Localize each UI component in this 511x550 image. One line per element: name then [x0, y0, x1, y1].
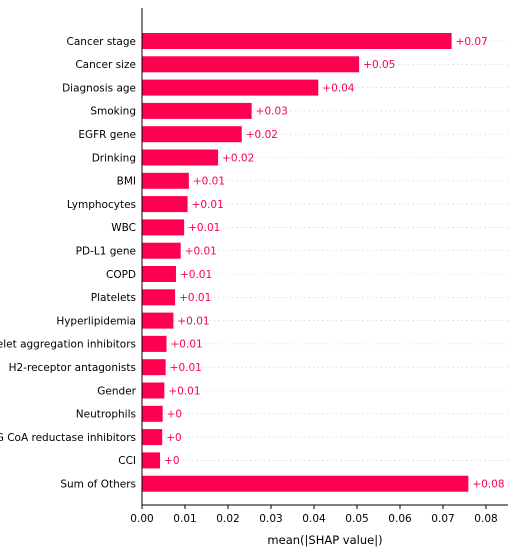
bar-cancer-stage	[142, 33, 452, 49]
y-tick-label: PD-L1 gene	[76, 246, 136, 258]
bar-pd-l1-gene	[142, 242, 181, 259]
y-tick-label: Hyperlipidemia	[56, 315, 136, 327]
x-tick-label: 0.05	[345, 513, 368, 525]
value-label: +0.01	[185, 246, 217, 258]
x-tick-label: 0.03	[259, 513, 282, 525]
bar-bmi	[142, 172, 189, 189]
value-label: +0.03	[256, 106, 288, 118]
axes	[141, 8, 508, 506]
value-label: +0.01	[170, 362, 202, 374]
bar-neutrophils	[142, 405, 163, 422]
y-tick-label: COPD	[106, 269, 136, 281]
x-axis-label: mean(|SHAP value|)	[267, 533, 382, 547]
bar-cancer-size	[142, 56, 360, 73]
x-ticks: 0.00 0.01 0.02 0.03 0.04 0.05 0.06 0.07 0.08	[130, 505, 498, 525]
y-tick-label: Diagnosis age	[62, 82, 136, 94]
value-label: +0	[166, 432, 181, 444]
bar-gender	[142, 382, 165, 399]
bar-h2-receptor-antagonists	[142, 359, 166, 376]
x-tick-label: 0.04	[302, 513, 326, 525]
x-tick-label: 0.06	[388, 513, 412, 525]
y-tick-label: BMI	[117, 176, 136, 188]
bar-diagnosis-age	[142, 79, 319, 96]
x-tick-label: 0.01	[173, 513, 196, 525]
bars	[142, 33, 469, 492]
value-label: +0	[164, 455, 179, 467]
y-tick-label: Platelets	[91, 292, 136, 304]
y-tick-label: Cancer stage	[67, 36, 136, 48]
value-label: +0.05	[363, 59, 395, 71]
value-label: +0.02	[246, 129, 278, 141]
value-label: +0.08	[472, 479, 504, 491]
bar-hyperlipidemia	[142, 312, 174, 329]
value-label: +0.01	[168, 385, 200, 397]
y-tick-label: Gender	[97, 385, 136, 397]
y-tick-label: Drinking	[92, 152, 136, 164]
value-label: +0.02	[222, 152, 254, 164]
y-tick-label: Smoking	[90, 106, 136, 118]
bar-egfr-gene	[142, 126, 242, 143]
y-tick-label: Sum of Others	[60, 479, 136, 491]
y-tick-label: Cancer size	[75, 59, 136, 71]
y-tick-label: HMG CoA reductase inhibitors	[0, 432, 136, 444]
value-label: +0.01	[171, 339, 203, 351]
bar-sum-of-others	[142, 475, 469, 492]
value-label: +0.01	[177, 315, 209, 327]
value-label: +0.01	[179, 292, 211, 304]
y-tick-label: CCI	[118, 455, 136, 467]
y-tick-label: Lymphocytes	[67, 199, 136, 211]
value-label: +0.01	[188, 222, 220, 234]
bar-drinking	[142, 149, 219, 166]
value-label: +0.01	[193, 176, 225, 188]
x-tick-label: 0.02	[216, 513, 239, 525]
x-tick-label: 0.08	[474, 513, 497, 525]
value-label: +0.01	[192, 199, 224, 211]
bar-smoking	[142, 102, 252, 119]
y-tick-label: EGFR gene	[78, 129, 136, 141]
bar-wbc	[142, 219, 185, 236]
value-label: +0.01	[180, 269, 212, 281]
bar-lymphocytes	[142, 196, 188, 213]
bar-hmg-coa-reductase-inhibitors	[142, 429, 163, 446]
y-tick-label: Platelet aggregation inhibitors	[0, 339, 136, 351]
value-label: +0.07	[456, 36, 488, 48]
y-tick-label: WBC	[111, 222, 136, 234]
y-tick-labels: Cancer stage Cancer size Diagnosis age Smok…	[0, 36, 137, 491]
bar-cci	[142, 452, 161, 469]
value-label: +0	[167, 409, 182, 421]
y-tick-label: H2-receptor antagonists	[9, 362, 136, 374]
bar-copd	[142, 266, 176, 282]
bar-platelet-aggregation-inhibitors	[142, 335, 167, 352]
bar-platelets	[142, 289, 176, 306]
x-tick-label: 0.07	[431, 513, 454, 525]
value-label: +0.04	[322, 82, 354, 94]
x-tick-label: 0.00	[130, 513, 153, 525]
value-labels: +0.07 +0.05 +0.04 +0.03 +0.02 +0.02 +0.01 +0.01…	[164, 36, 504, 491]
y-tick-label: Neutrophils	[76, 409, 136, 421]
